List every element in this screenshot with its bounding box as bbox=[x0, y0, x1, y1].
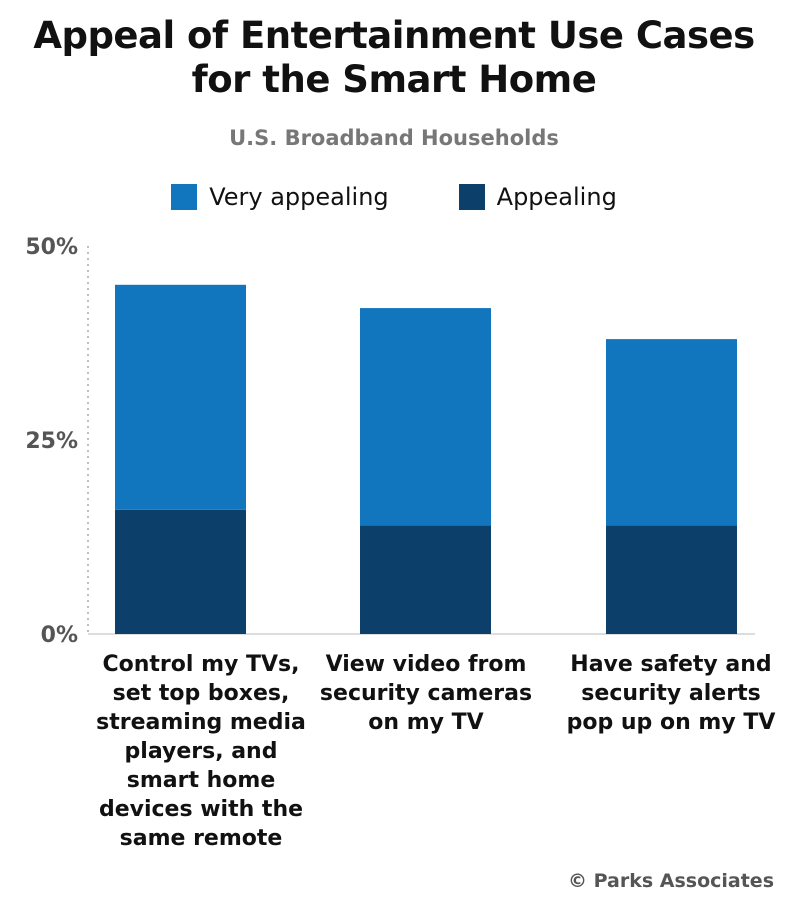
chart-title-line-2: for the Smart Home bbox=[191, 58, 597, 101]
x-label-0: Control my TVs, set top boxes, streaming… bbox=[96, 652, 306, 851]
bar-very-appealing-1 bbox=[360, 308, 491, 526]
chart-title: Appeal of Entertainment Use Cases for th… bbox=[0, 14, 788, 102]
y-tick-label: 25% bbox=[25, 429, 78, 454]
bar-appealing-1 bbox=[360, 525, 491, 634]
legend-label-very-appealing: Very appealing bbox=[209, 183, 389, 211]
bar-appealing-2 bbox=[606, 525, 737, 634]
chart-title-line-1: Appeal of Entertainment Use Cases bbox=[33, 14, 755, 57]
bar-very-appealing-0 bbox=[115, 284, 246, 510]
legend-label-appealing: Appealing bbox=[496, 183, 617, 211]
bar-very-appealing-2 bbox=[606, 339, 737, 526]
x-label-2: Have safety and security alerts pop up o… bbox=[566, 652, 776, 735]
y-tick-label: 0% bbox=[41, 623, 78, 648]
x-label-1: View video from security cameras on my T… bbox=[319, 652, 533, 735]
y-tick-label: 50% bbox=[25, 235, 78, 260]
legend-swatch-appealing bbox=[458, 184, 485, 210]
bar-appealing-0 bbox=[115, 509, 246, 634]
legend: Very appealing Appealing bbox=[0, 183, 788, 211]
chart-subtitle: U.S. Broadband Households bbox=[229, 126, 559, 150]
legend-item-very-appealing: Very appealing bbox=[171, 183, 389, 211]
legend-item-appealing: Appealing bbox=[458, 183, 617, 211]
legend-swatch-very-appealing bbox=[171, 184, 198, 210]
credit: © Parks Associates bbox=[567, 870, 774, 892]
